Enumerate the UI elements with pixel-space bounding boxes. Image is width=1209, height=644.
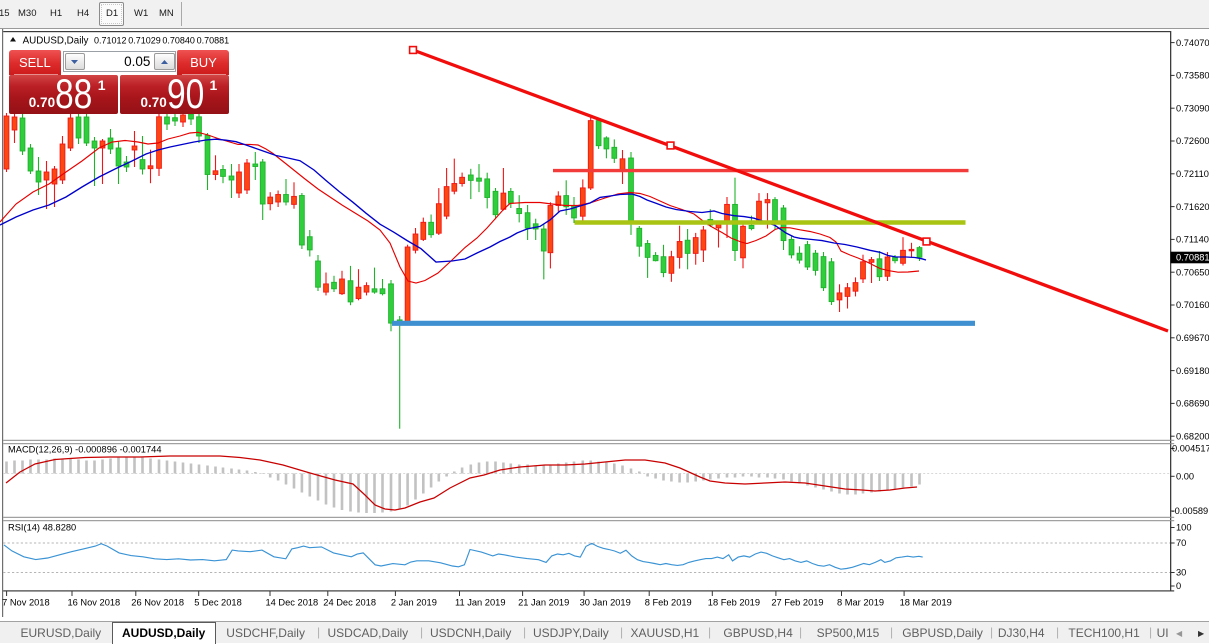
svg-text:21 Jan 2019: 21 Jan 2019	[518, 598, 569, 608]
svg-text:0.004517: 0.004517	[1172, 444, 1209, 454]
svg-text:8 Mar 2019: 8 Mar 2019	[837, 598, 884, 608]
svg-text:MACD(12,26,9) -0.000896 -0.001: MACD(12,26,9) -0.000896 -0.001744	[8, 445, 162, 455]
svg-text:5 Dec 2018: 5 Dec 2018	[194, 598, 242, 608]
svg-text:2 Jan 2019: 2 Jan 2019	[391, 598, 437, 608]
svg-text:24 Dec 2018: 24 Dec 2018	[323, 598, 376, 608]
svg-text:18 Feb 2019: 18 Feb 2019	[708, 598, 760, 608]
svg-text:0.71620: 0.71620	[1176, 202, 1209, 212]
svg-text:0.72600: 0.72600	[1176, 136, 1209, 146]
svg-text:0.00: 0.00	[1176, 472, 1194, 482]
svg-text:8 Feb 2019: 8 Feb 2019	[645, 598, 692, 608]
svg-text:0.71029: 0.71029	[128, 35, 161, 45]
svg-text:AUDUSD,Daily: AUDUSD,Daily	[23, 35, 89, 46]
svg-text:70: 70	[1176, 538, 1186, 548]
svg-text:26 Nov 2018: 26 Nov 2018	[131, 598, 184, 608]
svg-text:11 Jan 2019: 11 Jan 2019	[455, 598, 506, 608]
svg-text:0.71012: 0.71012	[94, 35, 127, 45]
svg-text:0.74070: 0.74070	[1176, 38, 1209, 48]
svg-text:0.70881: 0.70881	[197, 35, 230, 45]
svg-text:0.71140: 0.71140	[1176, 235, 1209, 245]
svg-text:30 Jan 2019: 30 Jan 2019	[580, 598, 631, 608]
svg-text:100: 100	[1176, 523, 1192, 533]
svg-text:0.70881: 0.70881	[1176, 253, 1209, 263]
svg-text:0.73580: 0.73580	[1176, 71, 1209, 81]
svg-text:-0.00589: -0.00589	[1172, 506, 1209, 516]
svg-text:14 Dec 2018: 14 Dec 2018	[266, 598, 319, 608]
svg-text:27 Feb 2019: 27 Feb 2019	[771, 598, 823, 608]
svg-text:16 Nov 2018: 16 Nov 2018	[68, 598, 121, 608]
svg-text:0.69670: 0.69670	[1176, 333, 1209, 343]
svg-text:0.72110: 0.72110	[1176, 169, 1209, 179]
svg-text:0: 0	[1176, 581, 1181, 591]
svg-text:0.68200: 0.68200	[1176, 431, 1209, 441]
svg-text:7 Nov 2018: 7 Nov 2018	[2, 598, 50, 608]
svg-text:30: 30	[1176, 568, 1186, 578]
svg-text:0.73090: 0.73090	[1176, 103, 1209, 113]
svg-text:18 Mar 2019: 18 Mar 2019	[900, 598, 952, 608]
svg-text:0.70160: 0.70160	[1176, 300, 1209, 310]
svg-text:0.70840: 0.70840	[162, 35, 195, 45]
svg-text:RSI(14) 48.8280: RSI(14) 48.8280	[8, 523, 76, 533]
svg-text:0.70650: 0.70650	[1176, 267, 1209, 277]
svg-text:0.69180: 0.69180	[1176, 366, 1209, 376]
svg-text:0.68690: 0.68690	[1176, 399, 1209, 409]
